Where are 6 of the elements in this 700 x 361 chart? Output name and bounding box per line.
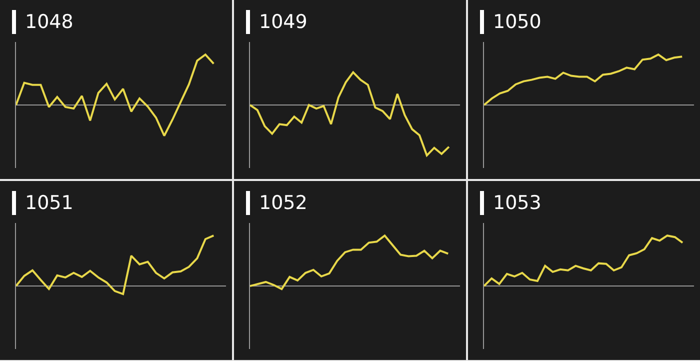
chart-title: 1050 — [493, 11, 542, 33]
chart-title: 1049 — [259, 11, 308, 33]
chart-title: 1048 — [25, 11, 74, 33]
chart-title: 1052 — [259, 192, 308, 214]
chart-title: 1051 — [25, 192, 74, 214]
chart-title: 1053 — [493, 192, 542, 214]
